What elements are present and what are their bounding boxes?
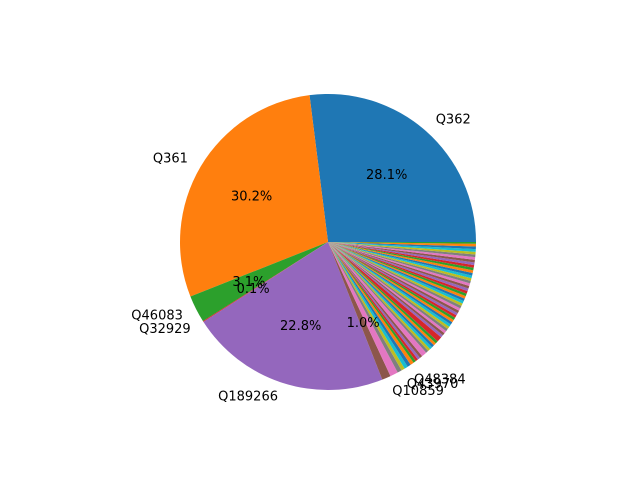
- pie-slice-minor-45: [328, 242, 470, 289]
- pie-slice-minor-53: [328, 242, 475, 268]
- slice-label-q10859: Q10859: [392, 384, 444, 399]
- pie-slice-minor-40: [328, 242, 465, 302]
- percent-label-q46083: 3.1%: [232, 275, 265, 290]
- pie-slice-minor-57: [328, 242, 476, 258]
- pie-slice-minor-31: [328, 242, 454, 323]
- pie-slice-minor-48: [328, 242, 472, 281]
- pie-slice-minor-37: [328, 242, 462, 309]
- pie-slice-minor-46: [328, 242, 471, 286]
- pie-slice-minor-39: [328, 242, 464, 304]
- pie-slice-minor-21: [328, 242, 436, 346]
- pie-slice-minor-38: [328, 242, 463, 306]
- pie-slice-minor-54: [328, 242, 475, 266]
- pie-slice-q32929: [202, 242, 328, 322]
- pie-slice-minor-32: [328, 242, 456, 321]
- pie-slice-minor-35: [328, 242, 460, 314]
- pie-slice-minor-20: [328, 242, 434, 348]
- pie-slice-minor-17: [328, 242, 429, 353]
- pie-slice-minor-44: [328, 242, 469, 292]
- pie-slice-minor-26: [328, 242, 447, 334]
- pie-slice-minor-18: [328, 242, 431, 351]
- slice-label-q189266: Q189266: [218, 389, 278, 404]
- pie-slice-minor-19: [328, 242, 433, 350]
- pie-slice-q362: [309, 94, 476, 243]
- pie-slice-minor-13: [328, 242, 418, 362]
- pie-slice-q48384: [328, 242, 408, 369]
- pie-slice-minor-8: [328, 242, 405, 371]
- percent-label-q362: 28.1%: [366, 168, 407, 183]
- pie-slice-minor-47: [328, 242, 471, 284]
- pie-slice-minor-49: [328, 242, 473, 279]
- percent-label-q189266: 22.8%: [280, 319, 321, 334]
- pie-slice-q10859: [328, 242, 391, 380]
- pie-slice-minor-58: [328, 242, 476, 255]
- pie-slice-minor-50: [328, 242, 473, 276]
- slice-label-q361: Q361: [153, 152, 188, 167]
- pie-slice-q46083: [190, 242, 328, 322]
- pie-slice-minor-51: [328, 242, 474, 274]
- slice-label-q43970: Q43970: [407, 377, 459, 392]
- pie-slice-minor-15: [328, 242, 423, 358]
- pie-slice-minor-36: [328, 242, 461, 311]
- pie-slice-minor-61: [328, 242, 476, 247]
- pie-slice-minor-30: [328, 242, 453, 325]
- slice-label-q46083: Q46083: [131, 308, 183, 323]
- pie-slice-minor-6: [328, 242, 398, 377]
- pie-slice-minor-14: [328, 242, 421, 360]
- pie-slice-minor-25: [328, 242, 445, 336]
- pie-slice-q361: [180, 95, 328, 297]
- pie-slice-minor-29: [328, 242, 451, 327]
- pie-slice-minor-41: [328, 242, 466, 299]
- pie-slice-minor-34: [328, 242, 458, 316]
- slice-label-q362: Q362: [436, 112, 471, 127]
- percent-label-q361: 30.2%: [231, 189, 272, 204]
- pie-slice-minor-11: [328, 242, 414, 365]
- percent-label-q32929: 0.1%: [237, 282, 270, 297]
- pie-slice-minor-27: [328, 242, 448, 332]
- pie-slice-minor-56: [328, 242, 476, 260]
- percent-label-q10859: 1.0%: [347, 316, 380, 331]
- slice-label-q48384: Q48384: [414, 373, 466, 388]
- pie-slice-minor-33: [328, 242, 457, 318]
- pie-slice-minor-52: [328, 242, 474, 271]
- pie-slice-minor-12: [328, 242, 416, 363]
- pie-slice-q189266: [203, 242, 383, 391]
- pie-slice-minor-43: [328, 242, 468, 294]
- pie-slice-minor-28: [328, 242, 450, 329]
- slice-label-q32929: Q32929: [139, 322, 191, 337]
- pie-slice-minor-55: [328, 242, 475, 263]
- pie-slice-minor-62: [328, 242, 477, 244]
- percent-labels: 28.1% 30.2% 3.1%0.1% 22.8% 1.0%: [231, 168, 407, 334]
- pie-slice-minor-24: [328, 242, 443, 338]
- pie-slice-q43970: [328, 242, 402, 373]
- pie-slice-minor-23: [328, 242, 442, 342]
- pie-slice-minor-59: [328, 242, 476, 252]
- pie-slice-minor-16: [328, 242, 427, 357]
- pie-slice-minor-10: [328, 242, 411, 367]
- pie-slice-minor-42: [328, 242, 467, 297]
- pie-slice-minor-60: [328, 242, 476, 250]
- pie-wedges: [180, 94, 477, 391]
- pie-slice-minor-22: [328, 242, 438, 344]
